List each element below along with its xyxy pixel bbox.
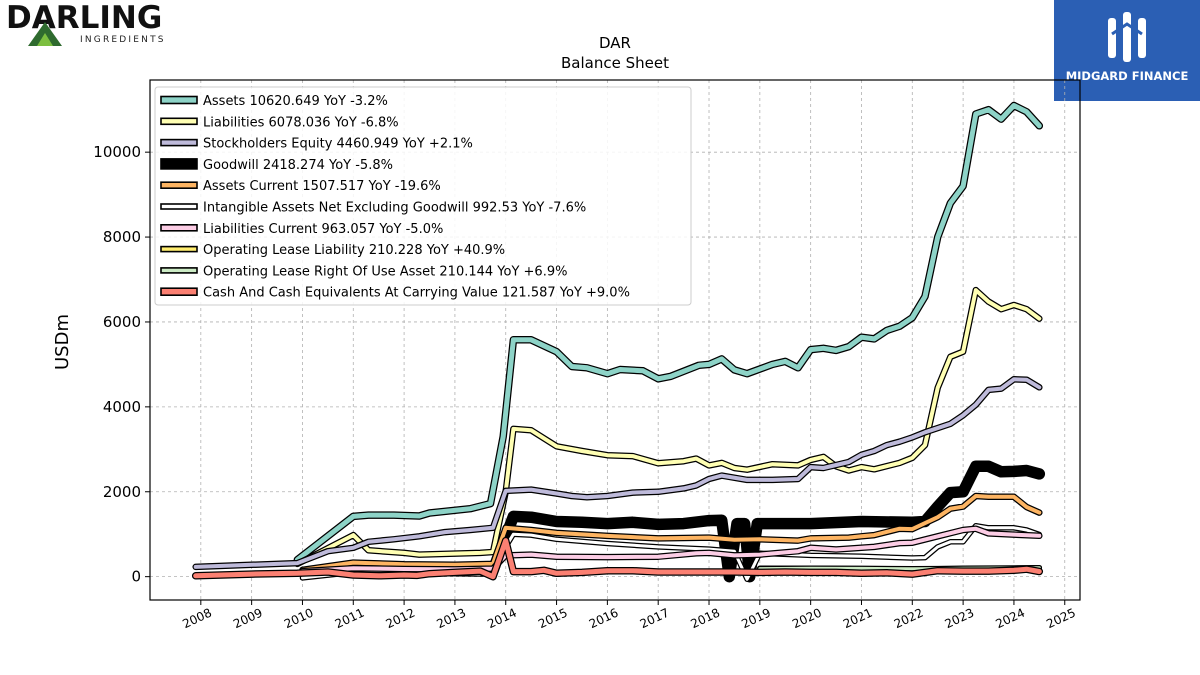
x-tick-label-2017: 2017	[638, 606, 672, 632]
chart-title: DAR	[599, 34, 631, 52]
mountain-icon	[28, 22, 62, 46]
y-tick-label-6000: 6000	[103, 313, 141, 331]
legend-swatch-7	[160, 245, 198, 253]
legend-label-2: Stockholders Equity 4460.949 YoY +2.1%	[203, 137, 473, 152]
x-tick-label-2022: 2022	[892, 606, 926, 632]
legend-label-1: Liabilities 6078.036 YoY -6.8%	[203, 115, 399, 130]
legend-swatch-2	[160, 138, 198, 147]
darling-logo-subtitle: INGREDIENTS	[80, 35, 166, 45]
legend-label-3: Goodwill 2418.274 YoY -5.8%	[203, 158, 393, 173]
legend-swatch-5	[160, 203, 198, 210]
darling-logo-wordmark: DARLING	[6, 0, 163, 36]
x-tick-label-2008: 2008	[180, 606, 214, 632]
legend-label-5: Intangible Assets Net Excluding Goodwill…	[203, 201, 586, 216]
legend-swatch-4	[160, 181, 198, 189]
x-tick-label-2013: 2013	[434, 606, 468, 632]
x-tick-label-2024: 2024	[993, 606, 1027, 632]
x-tick-label-2016: 2016	[587, 606, 621, 632]
legend-label-9: Cash And Cash Equivalents At Carrying Va…	[203, 286, 630, 301]
legend-label-8: Operating Lease Right Of Use Asset 210.1…	[203, 264, 567, 279]
y-tick-label-4000: 4000	[103, 398, 141, 416]
x-tick-label-2018: 2018	[689, 606, 723, 632]
x-tick-label-2021: 2021	[841, 606, 875, 632]
y-tick-label-2000: 2000	[103, 483, 141, 501]
legend-swatch-8	[160, 267, 198, 274]
x-tick-label-2023: 2023	[943, 606, 977, 632]
midgard-logo-text: MIDGARD FINANCE	[1065, 69, 1189, 83]
legend-swatch-1	[160, 117, 198, 126]
plot-frame	[149, 79, 1081, 601]
legend: Assets 10620.649 YoY -3.2% Liabilities 60…	[154, 86, 692, 306]
x-tick-label-2010: 2010	[282, 606, 316, 632]
x-tick-label-2014: 2014	[485, 606, 519, 632]
chart-subtitle: Balance Sheet	[561, 54, 669, 72]
series-line-9	[193, 538, 1042, 580]
y-tick-label-8000: 8000	[103, 228, 141, 246]
x-tick-label-2025: 2025	[1044, 606, 1078, 632]
series-line-4	[300, 494, 1042, 572]
x-tick-label-2012: 2012	[384, 606, 418, 632]
y-tick-label-10000: 10000	[93, 143, 141, 161]
legend-swatch-9	[160, 287, 198, 297]
series-group	[191, 101, 1046, 583]
legend-swatch-3	[160, 158, 198, 170]
midgard-finance-logo: MIDGARD FINANCE	[1054, 0, 1200, 101]
legend-label-0: Assets 10620.649 YoY -3.2%	[203, 94, 388, 109]
x-tick-label-2015: 2015	[536, 606, 570, 632]
legend-swatch-0	[160, 95, 198, 105]
x-tick-label-2011: 2011	[333, 606, 367, 632]
darling-logo: DARLING INGREDIENTS	[4, 0, 174, 48]
series-line-0	[294, 103, 1042, 563]
y-tick-label-0: 0	[131, 568, 141, 586]
midgard-emblem-icon	[1108, 12, 1146, 62]
series-line-2	[193, 377, 1042, 569]
y-axis-label: USDm	[52, 314, 73, 370]
x-tick-label-2009: 2009	[231, 606, 265, 632]
legend-swatch-6	[160, 224, 198, 232]
x-tick-label-2019: 2019	[739, 606, 773, 632]
series-line-3	[488, 461, 1044, 582]
legend-box	[154, 86, 692, 306]
x-tick-label-2020: 2020	[790, 606, 824, 632]
legend-label-6: Liabilities Current 963.057 YoY -5.0%	[203, 222, 443, 237]
legend-label-7: Operating Lease Liability 210.228 YoY +4…	[203, 243, 505, 258]
legend-label-4: Assets Current 1507.517 YoY -19.6%	[203, 179, 441, 194]
